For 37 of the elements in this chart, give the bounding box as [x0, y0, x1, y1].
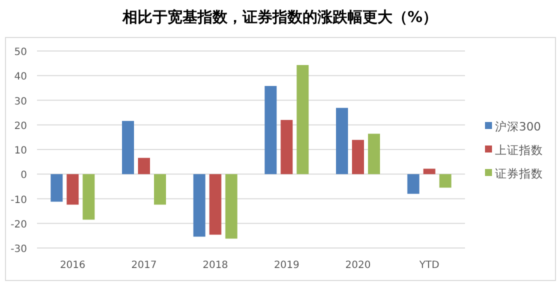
legend-label: 上证指数: [495, 143, 543, 157]
y-tick-label: -20: [10, 219, 27, 230]
x-tick-label: 2020: [345, 260, 371, 271]
y-tick-label: 0: [20, 170, 27, 182]
bar: [423, 168, 436, 174]
y-tick-label: 30: [14, 96, 27, 108]
bar: [368, 134, 380, 174]
legend-label: 沪深300: [495, 120, 541, 134]
bar: [264, 86, 277, 174]
bar: [352, 140, 364, 174]
x-tick-label: 2019: [274, 260, 300, 271]
chart-title: 相比于宽基指数，证券指数的涨跌幅更大（%）: [121, 8, 438, 26]
bar: [225, 174, 238, 239]
bar: [407, 174, 420, 194]
x-tick-label: 2018: [202, 260, 228, 271]
y-tick-label: 10: [14, 146, 27, 156]
x-tick-label: 2017: [131, 260, 157, 271]
bar: [209, 174, 222, 235]
x-tick-label: YTD: [418, 260, 440, 271]
bar: [66, 174, 79, 205]
bar: [336, 108, 348, 174]
bar: [193, 174, 206, 237]
bar: [122, 120, 134, 174]
y-tick-label: 50: [14, 47, 27, 58]
y-tick-label: -30: [10, 244, 27, 255]
bar: [82, 174, 95, 220]
y-tick-label: -10: [10, 194, 27, 206]
bar: [154, 174, 166, 205]
legend-label: 证券指数: [495, 166, 543, 180]
bar: [296, 65, 309, 174]
y-tick-label: 40: [14, 72, 27, 83]
bar: [439, 174, 452, 188]
bar: [138, 158, 150, 174]
bar: [50, 174, 63, 202]
x-tick-label: 2016: [60, 260, 86, 271]
y-tick-label: 20: [14, 120, 27, 132]
bar: [280, 120, 293, 174]
